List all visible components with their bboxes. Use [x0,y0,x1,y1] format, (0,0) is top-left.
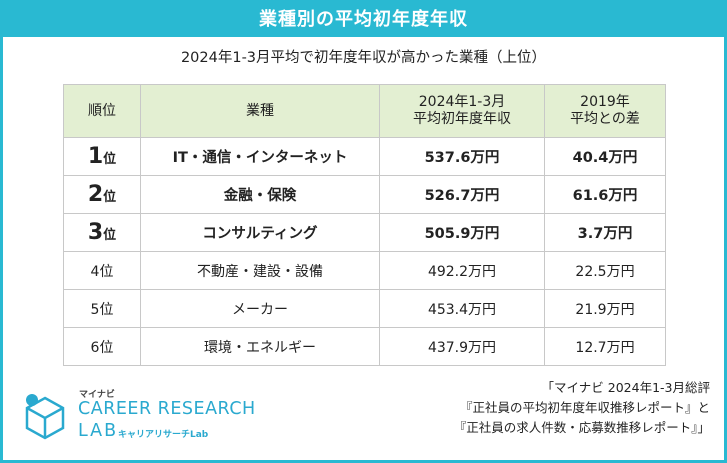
industry-cell: 金融・保険 [140,175,380,214]
industry-cell: コンサルティング [140,213,380,252]
rank-number: 2 [87,182,104,207]
industry-cell: 不動産・建設・設備 [140,251,380,290]
header-diff-line2: 平均との差 [570,111,640,127]
logo-line3: キャリアリサーチLab [118,430,209,440]
industry-cell: メーカー [140,289,380,328]
header-diff-line1: 2019年 [580,94,630,110]
rank-number: 3 [87,220,104,245]
rank-cell: 4位 [63,251,141,290]
salary-cell: 526.7万円 [379,175,545,214]
salary-cell: 537.6万円 [379,137,545,176]
header-industry: 業種 [140,84,380,138]
rank-cell: 1位 [63,137,141,176]
salary-cell: 505.9万円 [379,213,545,252]
salary-cell: 492.2万円 [379,251,545,290]
salary-cell: 453.4万円 [379,289,545,328]
header-diff: 2019年 平均との差 [544,84,666,138]
diff-cell: 12.7万円 [544,327,666,366]
header-salary-line1: 2024年1-3月 [418,94,506,110]
diff-cell: 40.4万円 [544,137,666,176]
diff-cell: 21.9万円 [544,289,666,328]
table-header-row: 順位 業種 2024年1-3月 平均初年度年収 2019年 平均との差 [63,84,666,138]
diff-cell: 3.7万円 [544,213,666,252]
rank-cell: 6位 [63,327,141,366]
logo-line1: CAREER RESEARCH [78,399,256,419]
table-row: 4位 不動産・建設・設備 492.2万円 22.5万円 [63,251,666,290]
rank-cell: 2位 [63,175,141,214]
industry-cell: 環境・エネルギー [140,327,380,366]
salary-cell: 437.9万円 [379,327,545,366]
header-salary: 2024年1-3月 平均初年度年収 [379,84,545,138]
source-line2: 『正社員の平均初年度年収推移レポート』と [459,400,710,415]
source-line3: 『正社員の求人件数・応募数推移レポート』」 [453,420,710,435]
rank-suffix: 位 [103,152,117,167]
table-row: 6位 環境・エネルギー 437.9万円 12.7万円 [63,327,666,366]
lab-cube-icon [25,394,65,440]
career-research-lab-logo: マイナビ CAREER RESEARCH LAB キャリアリサーチLab [23,386,255,446]
rank-suffix: 位 [103,228,117,243]
rank-suffix: 位 [103,190,117,205]
header-rank: 順位 [63,84,141,138]
diff-cell: 22.5万円 [544,251,666,290]
source-citation: 「マイナビ 2024年1-3月総評 『正社員の平均初年度年収推移レポート』と 『… [454,378,710,438]
banner-title: 業種別の平均初年度年収 [3,3,724,37]
rank-number: 1 [87,144,104,169]
subtitle: 2024年1-3月平均で初年度年収が高かった業種（上位） [180,50,547,66]
logo-brand: マイナビ [79,390,115,400]
industry-cell: IT・通信・インターネット [140,137,380,176]
source-line1: 「マイナビ 2024年1-3月総評 [541,380,710,395]
rank-cell: 5位 [63,289,141,328]
rank-cell: 3位 [63,213,141,252]
logo-line2: LAB [78,421,119,441]
table-row: 5位 メーカー 453.4万円 21.9万円 [63,289,666,328]
table-row: 1位 IT・通信・インターネット 537.6万円 40.4万円 [63,137,666,176]
header-salary-line2: 平均初年度年収 [413,111,511,127]
table-row: 3位 コンサルティング 505.9万円 3.7万円 [63,213,666,252]
table-row: 2位 金融・保険 526.7万円 61.6万円 [63,175,666,214]
diff-cell: 61.6万円 [544,175,666,214]
ranking-table: 順位 業種 2024年1-3月 平均初年度年収 2019年 平均との差 1位 I… [63,84,666,366]
